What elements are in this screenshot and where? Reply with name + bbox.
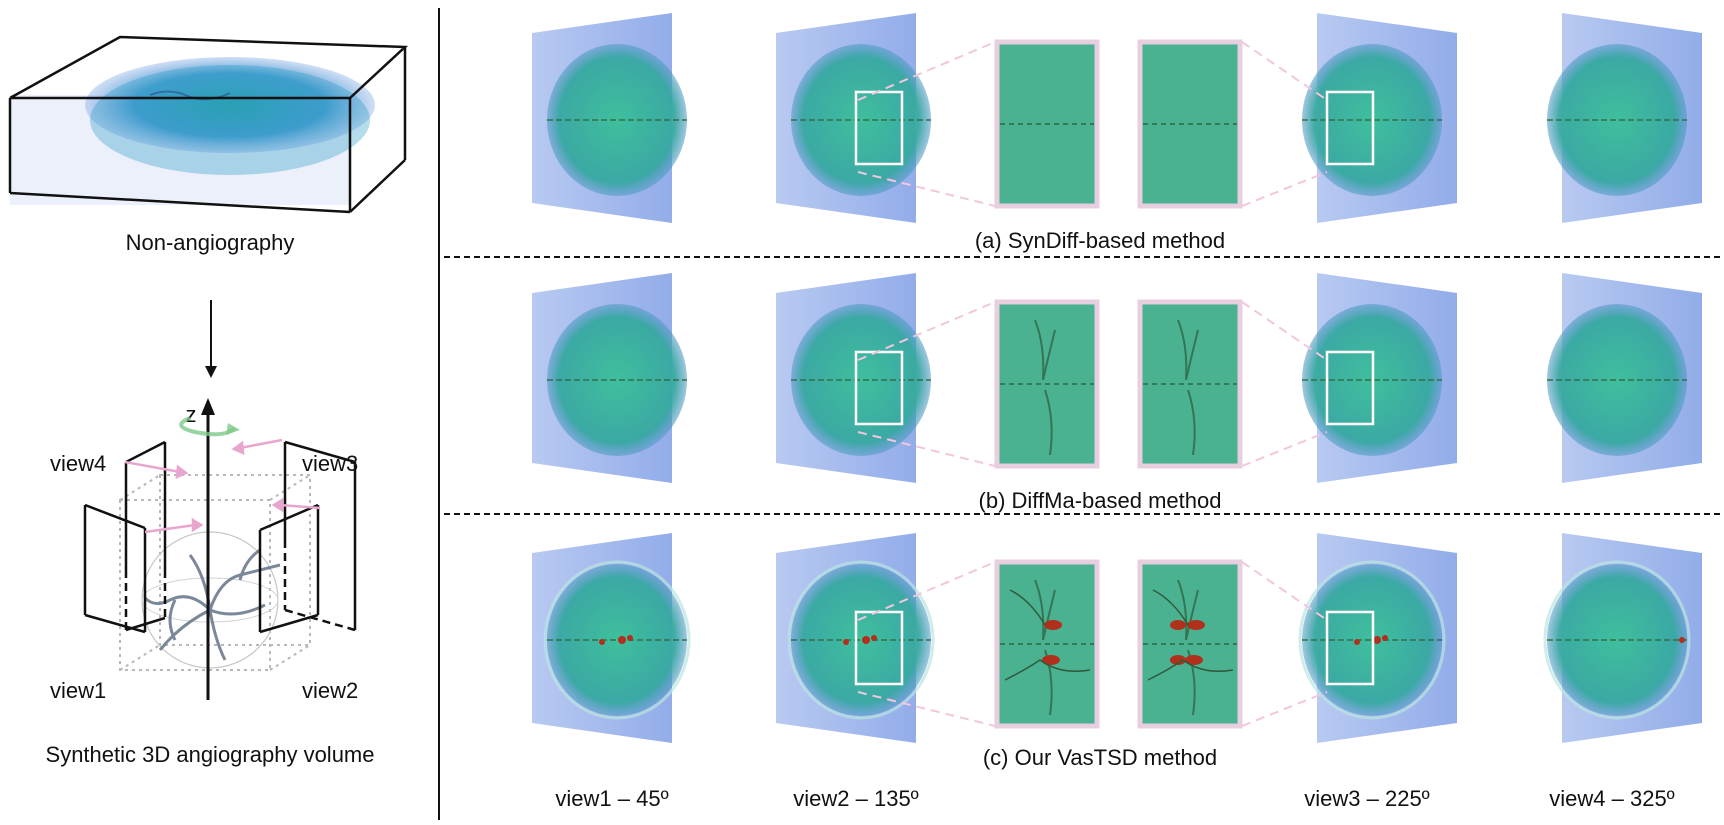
- row-separator-2: [444, 513, 1720, 515]
- volume-render: [1547, 13, 1702, 223]
- volume-render: [776, 273, 931, 483]
- zoom-patch: [994, 559, 1100, 729]
- z-axis-label: z: [185, 402, 197, 427]
- vessel-mark: [1034, 579, 1045, 641]
- volume-render: [1302, 13, 1457, 223]
- zoom-patch: [994, 39, 1100, 209]
- column-label-view3: view3 – 225º: [1304, 786, 1430, 811]
- column-label-view2: view2 – 135º: [793, 786, 919, 811]
- vessel-mark: [1185, 589, 1199, 641]
- panel-divider: [438, 8, 440, 820]
- volume-render: [776, 533, 935, 743]
- vessel-mark: [1177, 319, 1188, 381]
- vessel-mark: [1177, 579, 1188, 641]
- vessel-mark: [1034, 319, 1045, 381]
- view1-label: view1: [50, 678, 107, 703]
- volume-render: [776, 13, 931, 223]
- zoom-connectors: [857, 41, 1328, 207]
- volume-render: [532, 13, 687, 223]
- volume-render: [532, 533, 691, 743]
- non-angiography-volume: [8, 35, 409, 214]
- zoom-patch: [1137, 559, 1243, 729]
- row-a-caption: (a) SynDiff-based method: [974, 228, 1226, 253]
- synthetic-volume-caption: Synthetic 3D angiography volume: [45, 742, 375, 767]
- volume-render: [1302, 273, 1457, 483]
- zoom-connectors: [857, 301, 1328, 467]
- view4-label: view4: [50, 451, 107, 476]
- view2-label: view2: [302, 678, 359, 703]
- row-c-caption: (c) Our VasTSD method: [982, 745, 1218, 770]
- row-separator-1: [444, 256, 1720, 258]
- vessel-mark: [1187, 389, 1196, 456]
- volume-render: [532, 273, 687, 483]
- vessel-mark: [1044, 389, 1053, 456]
- volume-render: [1547, 273, 1702, 483]
- volume-render: [1543, 533, 1702, 743]
- column-label-view4: view4 – 325º: [1549, 786, 1675, 811]
- zoom-connectors: [857, 561, 1328, 727]
- angiography-view-diagram: [83, 398, 357, 700]
- column-label-view1: view1 – 45º: [555, 786, 669, 811]
- vessel-mark: [1185, 329, 1199, 381]
- row-b-caption: (b) DiffMa-based method: [978, 488, 1222, 513]
- vessel-mark: [1042, 329, 1056, 381]
- vessel-mark: [1042, 589, 1056, 641]
- down-arrow-icon: [205, 300, 217, 378]
- non-angiography-caption: Non-angiography: [125, 230, 295, 255]
- zoom-patch: [994, 299, 1100, 469]
- zoom-patch: [1137, 299, 1243, 469]
- volume-render: [1298, 533, 1457, 743]
- zoom-patch: [1137, 39, 1243, 209]
